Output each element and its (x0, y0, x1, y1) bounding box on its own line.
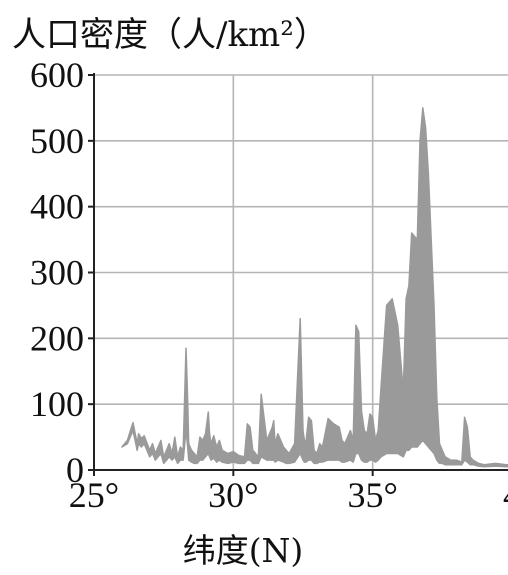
x-axis-title: 纬度(N) (183, 531, 304, 570)
y-tick-label-500: 500 (30, 121, 84, 161)
x-tick-label-35: 35° (347, 475, 397, 515)
x-tick-label-30: 30° (208, 475, 258, 515)
y-tick-label-100: 100 (30, 384, 84, 424)
y-tick-label-200: 200 (30, 318, 84, 358)
y-tick-label-400: 400 (30, 187, 84, 227)
y-tick-label-600: 600 (30, 55, 84, 95)
y-tick-labels: 0 100 200 300 400 500 600 (30, 55, 84, 490)
axes (88, 73, 508, 476)
series-area-0 (121, 107, 508, 468)
x-tick-label-25: 25° (69, 475, 119, 515)
x-tick-label-40: 4 (503, 475, 508, 515)
chart-title: 人口密度（人/km²） (12, 15, 328, 55)
grid-lines (94, 74, 508, 470)
x-tick-labels: 25° 30° 35° 4 (69, 475, 508, 515)
y-tick-label-0: 0 (66, 450, 84, 490)
series-layer (121, 107, 508, 468)
y-tick-label-300: 300 (30, 253, 84, 293)
